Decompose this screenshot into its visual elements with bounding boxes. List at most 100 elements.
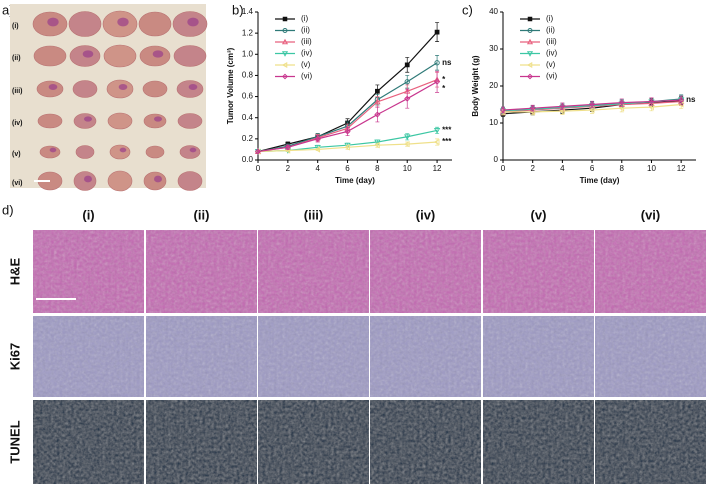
legend-marker bbox=[282, 73, 288, 80]
legend-label: (i) bbox=[301, 14, 308, 23]
micrograph-tile bbox=[146, 316, 257, 397]
column-label: (ii) bbox=[194, 207, 210, 222]
tumor-spot bbox=[119, 147, 127, 153]
tumor bbox=[73, 113, 97, 129]
tumor bbox=[37, 113, 63, 129]
point bbox=[433, 128, 441, 134]
error-bar bbox=[435, 54, 440, 71]
column-label: (v) bbox=[531, 207, 547, 222]
tumor-spot bbox=[48, 84, 58, 90]
y-tick-label: 0.2 bbox=[242, 134, 254, 143]
tumor-spot bbox=[82, 50, 94, 58]
error-bar bbox=[375, 106, 380, 123]
tumor bbox=[143, 113, 167, 129]
legend-label: (ii) bbox=[301, 26, 310, 35]
legend-label: (iv) bbox=[546, 49, 557, 58]
point bbox=[434, 60, 440, 66]
point bbox=[374, 139, 381, 146]
x-tick-label: 0 bbox=[256, 164, 261, 173]
tumor-photo-content: (i) (ii) (iii) (iv) (v) (vi) bbox=[12, 10, 208, 192]
micrograph-tile bbox=[258, 316, 369, 397]
legend-label: (v) bbox=[301, 60, 311, 69]
legend-marker bbox=[281, 38, 289, 45]
micrograph-tile bbox=[370, 316, 481, 397]
x-tick-label: 12 bbox=[433, 164, 442, 173]
legend-label: (v) bbox=[546, 60, 556, 69]
micrograph-tile bbox=[595, 230, 706, 313]
tumor-spot bbox=[118, 84, 128, 90]
y-tick-label: 1.0 bbox=[242, 49, 254, 58]
tumor bbox=[68, 11, 102, 37]
legend-marker bbox=[526, 61, 533, 69]
y-tick-label: 20 bbox=[489, 81, 498, 90]
point bbox=[404, 79, 410, 85]
tumor-spot bbox=[188, 84, 198, 90]
row-label: TUNEL bbox=[7, 420, 22, 463]
tumor-spot bbox=[152, 50, 164, 58]
photo-row-label: (v) bbox=[12, 151, 21, 158]
column-label: (iii) bbox=[304, 207, 324, 222]
tumor-spot bbox=[47, 17, 59, 27]
tumor bbox=[142, 80, 168, 98]
y-tick-label: 1.2 bbox=[242, 28, 254, 37]
legend-marker bbox=[526, 38, 534, 45]
micrograph-tile bbox=[33, 316, 144, 397]
tumor-spot bbox=[84, 116, 92, 122]
x-axis-label: Time (day) bbox=[580, 176, 620, 185]
error-bar bbox=[405, 88, 410, 109]
x-tick-label: 10 bbox=[647, 164, 656, 173]
photo-row-label: (vi) bbox=[12, 180, 23, 187]
point bbox=[678, 97, 685, 104]
x-tick-label: 6 bbox=[345, 164, 350, 173]
tumor-spot bbox=[117, 17, 129, 27]
micrograph-tile bbox=[146, 230, 257, 313]
column-label: (iv) bbox=[416, 207, 436, 222]
point bbox=[254, 148, 262, 155]
point bbox=[404, 134, 411, 141]
y-tick-label: 0.6 bbox=[242, 92, 254, 101]
tumor bbox=[179, 145, 201, 159]
y-tick-label: 10 bbox=[489, 118, 498, 127]
significance: *** bbox=[442, 126, 452, 135]
photo-row-label: (iv) bbox=[12, 120, 23, 127]
point bbox=[344, 128, 351, 135]
legend-marker bbox=[527, 73, 533, 80]
micrographs: (i) (ii) (iii) (iv) (v) (vi) H&E Ki67 TUNEL bbox=[7, 207, 706, 484]
point bbox=[375, 88, 380, 94]
row-label: Ki67 bbox=[7, 343, 22, 370]
photo-row-label: (iii) bbox=[12, 88, 23, 95]
legend-label: (iii) bbox=[546, 37, 557, 46]
point bbox=[559, 103, 566, 110]
tumor bbox=[72, 80, 98, 98]
legend-marker bbox=[527, 16, 533, 22]
legend-marker bbox=[526, 51, 534, 57]
tumor bbox=[173, 45, 207, 67]
photo-row-label: (i) bbox=[12, 23, 19, 30]
x-tick-label: 0 bbox=[501, 164, 506, 173]
y-tick-label: 30 bbox=[489, 44, 498, 53]
significance: ns bbox=[442, 58, 452, 67]
column-label: (vi) bbox=[641, 207, 661, 222]
y-tick-label: 40 bbox=[489, 7, 498, 16]
y-tick-label: 0.8 bbox=[242, 71, 254, 80]
tumor-spot bbox=[189, 147, 197, 153]
point bbox=[404, 62, 410, 68]
point bbox=[499, 107, 507, 114]
point bbox=[404, 95, 411, 102]
micrograph-tile bbox=[483, 316, 594, 397]
legend-marker bbox=[527, 28, 533, 33]
point bbox=[284, 144, 291, 151]
tumor bbox=[138, 11, 172, 37]
x-tick-label: 8 bbox=[620, 164, 625, 173]
y-tick-label: 0.0 bbox=[242, 155, 254, 164]
point bbox=[589, 101, 596, 108]
tumor-spot bbox=[154, 116, 162, 122]
micrograph-tile bbox=[483, 230, 594, 313]
significance: * bbox=[442, 84, 446, 93]
tumor bbox=[177, 171, 203, 191]
tumor bbox=[33, 45, 67, 67]
tumor bbox=[39, 145, 61, 159]
micrograph-tile bbox=[595, 316, 706, 397]
tumor-spot bbox=[84, 175, 92, 183]
